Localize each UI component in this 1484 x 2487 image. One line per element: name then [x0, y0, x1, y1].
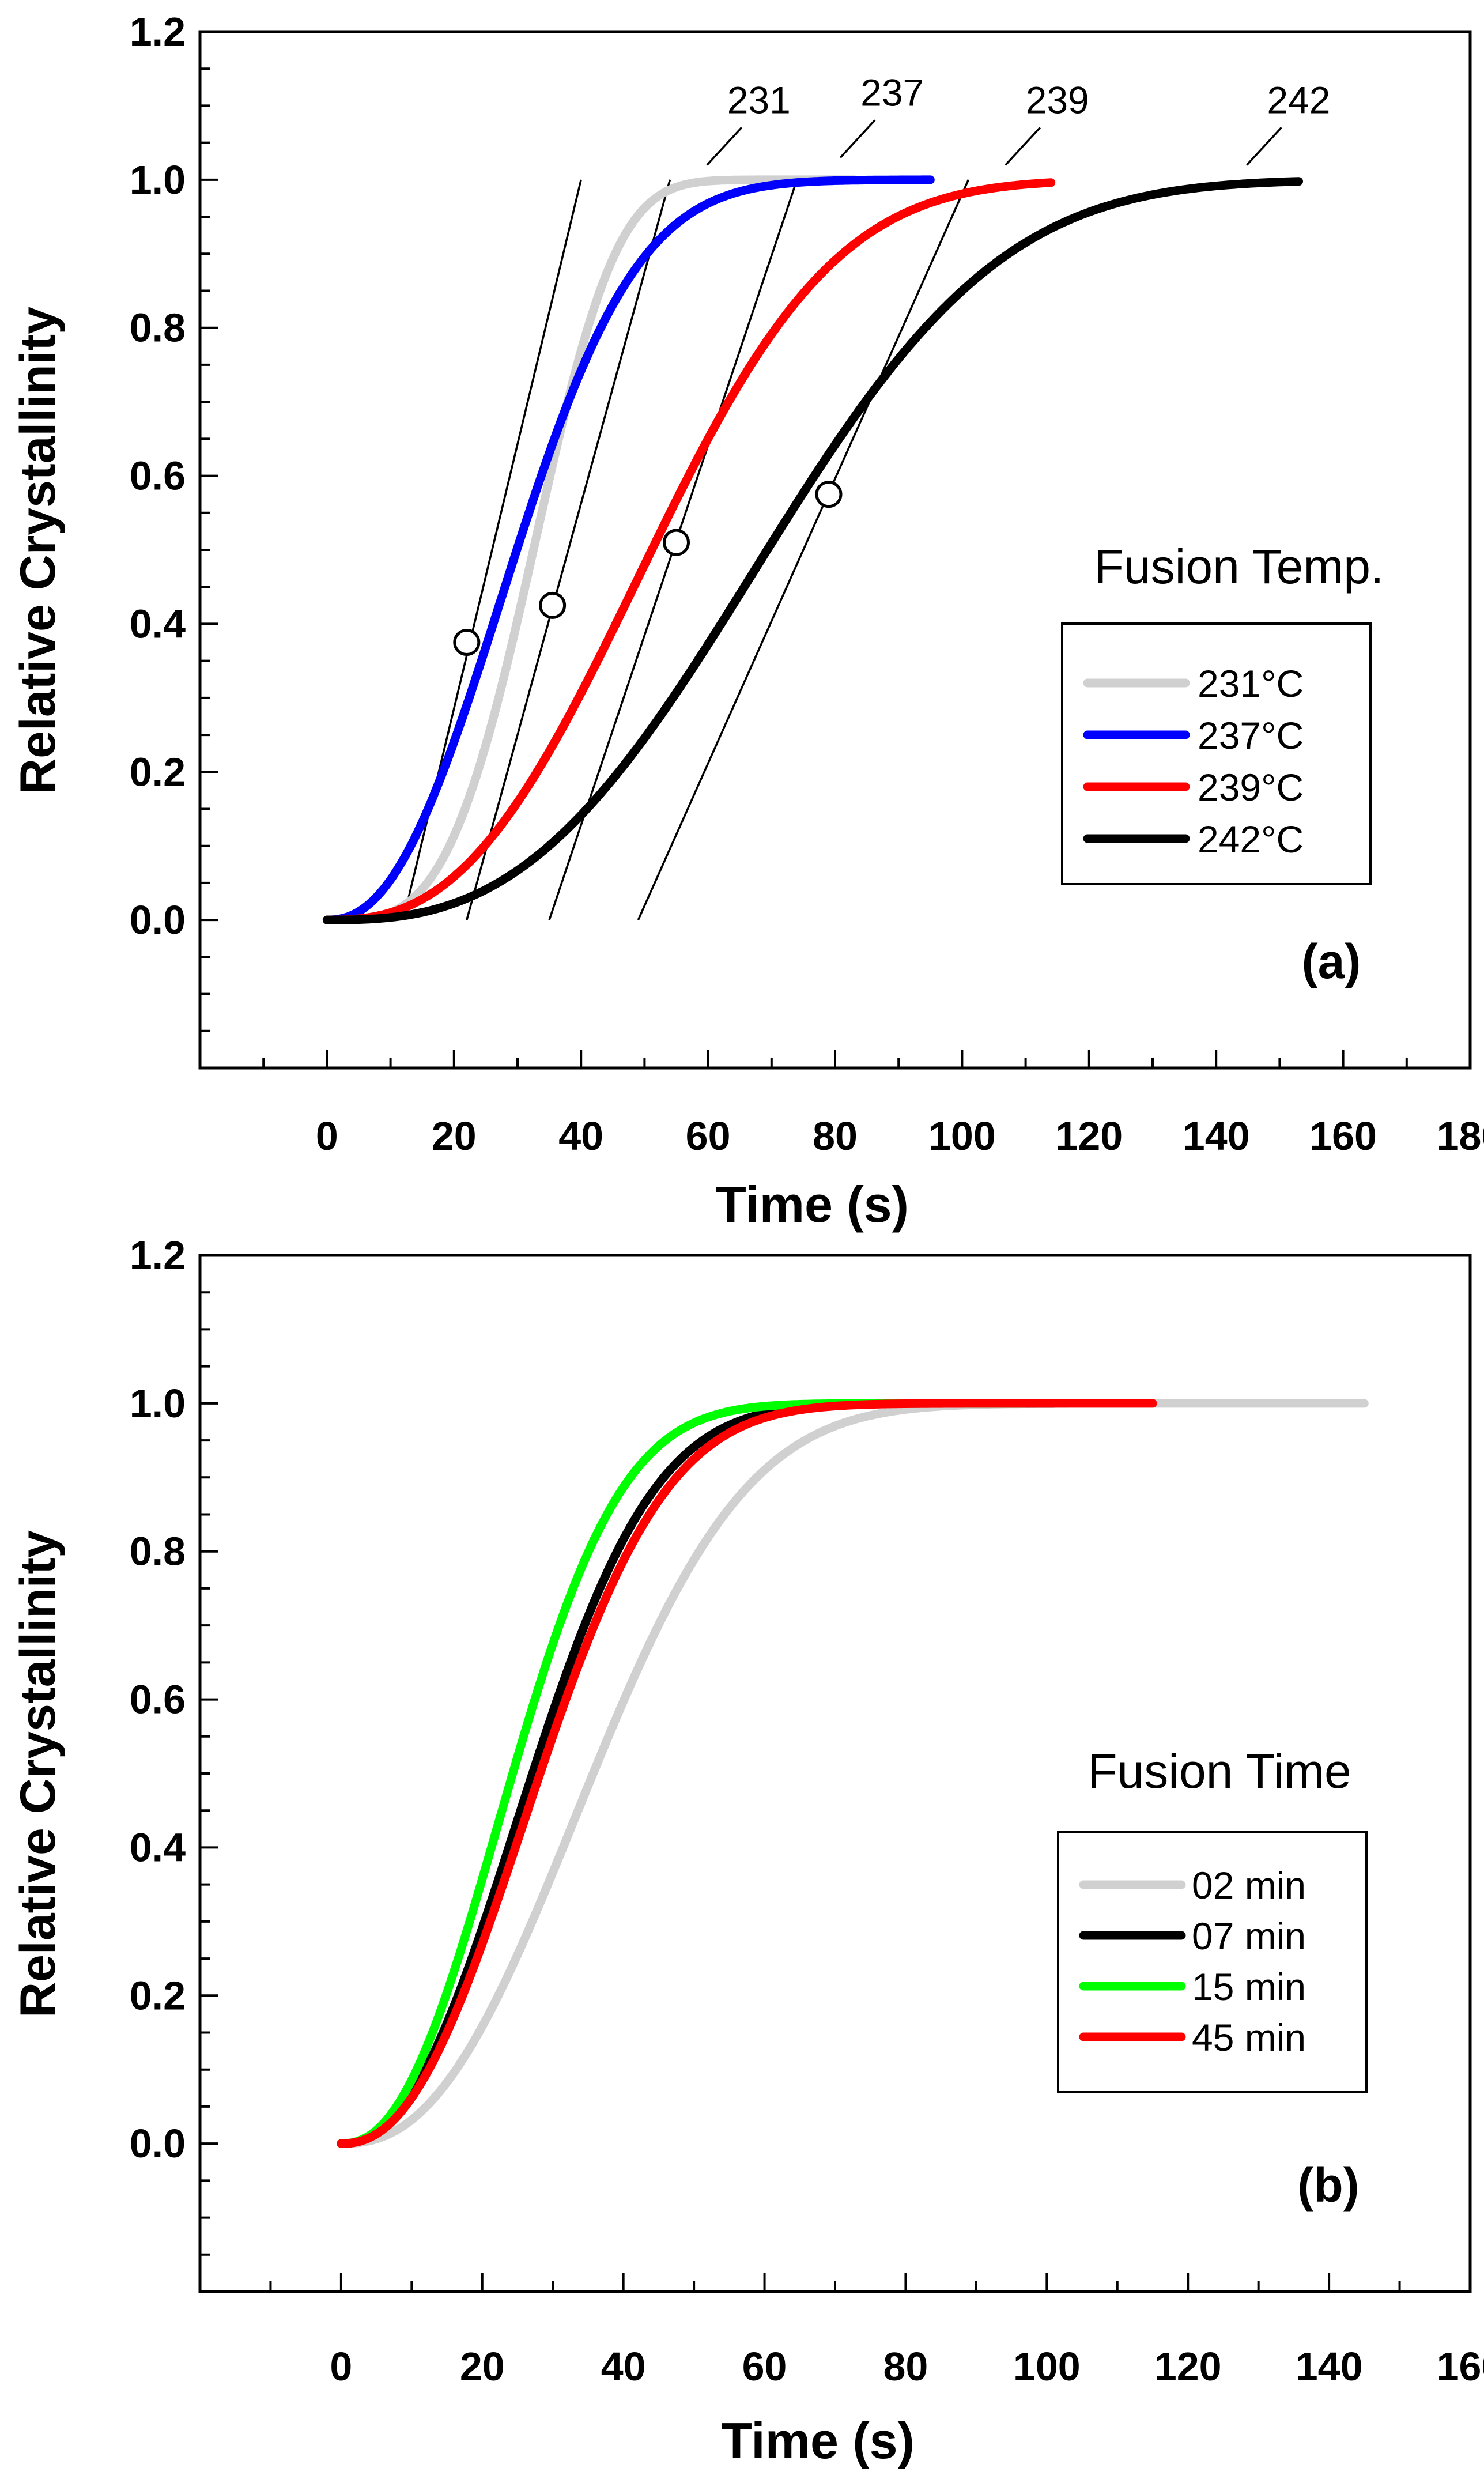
curve-annotation: 239: [1026, 78, 1089, 121]
legend-label: 237°C: [1198, 714, 1304, 757]
y-axis-title: Relative Crystallinity: [10, 307, 66, 794]
y-tick-label: 0.6: [130, 1677, 186, 1722]
x-axis-title: Time (s): [721, 2412, 915, 2469]
curve-annotations: 231 237 239 242: [706, 71, 1331, 166]
y-tick-label: 0.0: [130, 2121, 186, 2166]
y-tick-label: 1.2: [130, 1233, 186, 1278]
series-line: [322, 177, 1303, 924]
x-tick-label: 80: [883, 2344, 928, 2389]
legend-box: [1057, 1831, 1368, 2093]
series-line: [322, 175, 859, 924]
tangent-point: [663, 529, 690, 556]
x-tick-label: 0: [330, 2344, 352, 2389]
y-tick-label: 0.8: [130, 305, 186, 350]
panel-label: (a): [1302, 934, 1361, 988]
crystallinity-curves: [322, 175, 1303, 924]
curve-annotation: 231: [727, 78, 791, 121]
y-tick-label: 0.2: [130, 749, 186, 794]
axis-ticks: [199, 31, 1471, 1069]
legend-label: 07 min: [1192, 1915, 1306, 1957]
y-tick-label: 0.2: [130, 1973, 186, 2018]
panel-a: 0 20 40 60 80 100 120 140 160 180 0.0 0.2 0.4 0.6 0.8 1…: [10, 9, 1484, 1233]
x-tick-label: 140: [1296, 2344, 1363, 2389]
y-tick-label: 0.4: [130, 1825, 186, 1870]
x-tick-label: 20: [460, 2344, 505, 2389]
legend-label: 242°C: [1198, 818, 1304, 861]
annotation-leader: [1246, 127, 1282, 166]
x-tick-label: 40: [601, 2344, 646, 2389]
annotation-leader: [706, 127, 743, 166]
y-tick-label: 1.0: [130, 1381, 186, 1426]
y-axis-title: Relative Crystallinity: [10, 1530, 66, 2018]
tangent-point: [815, 481, 843, 508]
x-tick-label: 80: [813, 1114, 858, 1158]
annotation-leader: [1005, 127, 1041, 166]
x-axis-title: Time (s): [715, 1176, 909, 1233]
x-tick-label: 160: [1437, 2344, 1484, 2389]
x-tick-label: 100: [1013, 2344, 1081, 2389]
legend-label: 02 min: [1192, 1864, 1306, 1907]
legend-label: 45 min: [1192, 2016, 1306, 2059]
tangent-point: [539, 591, 567, 619]
x-tick-label: 40: [558, 1114, 603, 1158]
legend-title: Fusion Temp.: [1094, 539, 1384, 594]
curve-annotation: 237: [860, 71, 924, 114]
curve-annotation: 242: [1267, 78, 1330, 121]
x-tick-label: 120: [1055, 1114, 1123, 1158]
axis-ticks: [199, 1254, 1471, 2293]
y-tick-label: 0.4: [130, 601, 186, 646]
x-tick-label: 120: [1154, 2344, 1222, 2389]
legend-title: Fusion Time: [1087, 1744, 1351, 1798]
series-line: [322, 175, 935, 924]
x-tick-label: 60: [742, 2344, 787, 2389]
tangent-line: [637, 179, 970, 920]
y-tick-label: 1.2: [130, 9, 186, 54]
y-tick-label: 0.8: [130, 1529, 186, 1574]
x-tick-label: 100: [928, 1114, 996, 1158]
legend: 02 min 07 min 15 min 45 min: [1057, 1831, 1368, 2093]
annotation-leader: [839, 119, 876, 158]
legend: 231°C 237°C 239°C 242°C: [1061, 622, 1372, 885]
x-tick-label: 160: [1309, 1114, 1377, 1158]
tangent-point: [453, 629, 481, 656]
tangent-line: [466, 179, 671, 920]
tick-labels: 0 20 40 60 80 100 120 140 160 180 0.0 0.2 0.4 0.6 0.8 1…: [130, 9, 1484, 1158]
y-tick-label: 1.0: [130, 157, 186, 202]
crystallinity-curves: [337, 1399, 1369, 2148]
panel-label: (b): [1297, 2158, 1359, 2212]
y-tick-label: 0.6: [130, 454, 186, 499]
tangent-points: [453, 481, 843, 656]
series-line: [337, 1399, 1369, 2148]
x-tick-label: 60: [686, 1114, 731, 1158]
series-line: [322, 178, 1056, 924]
legend-label: 15 min: [1192, 1965, 1306, 2008]
legend-label: 231°C: [1198, 662, 1304, 705]
x-tick-label: 140: [1183, 1114, 1250, 1158]
x-tick-label: 20: [432, 1114, 477, 1158]
tick-labels: 0 20 40 60 80 100 120 140 160 0.0 0.2 0.4 0.6 0.8 1.0 1…: [130, 1233, 1484, 2389]
x-tick-label: 0: [316, 1114, 338, 1158]
series-line: [337, 1399, 1157, 2148]
panel-b: 0 20 40 60 80 100 120 140 160 0.0 0.2 0.4 0.6 0.8 1.0 1…: [10, 1233, 1484, 2469]
y-tick-label: 0.0: [130, 897, 186, 942]
x-tick-label: 180: [1437, 1114, 1484, 1158]
legend-label: 239°C: [1198, 766, 1304, 809]
